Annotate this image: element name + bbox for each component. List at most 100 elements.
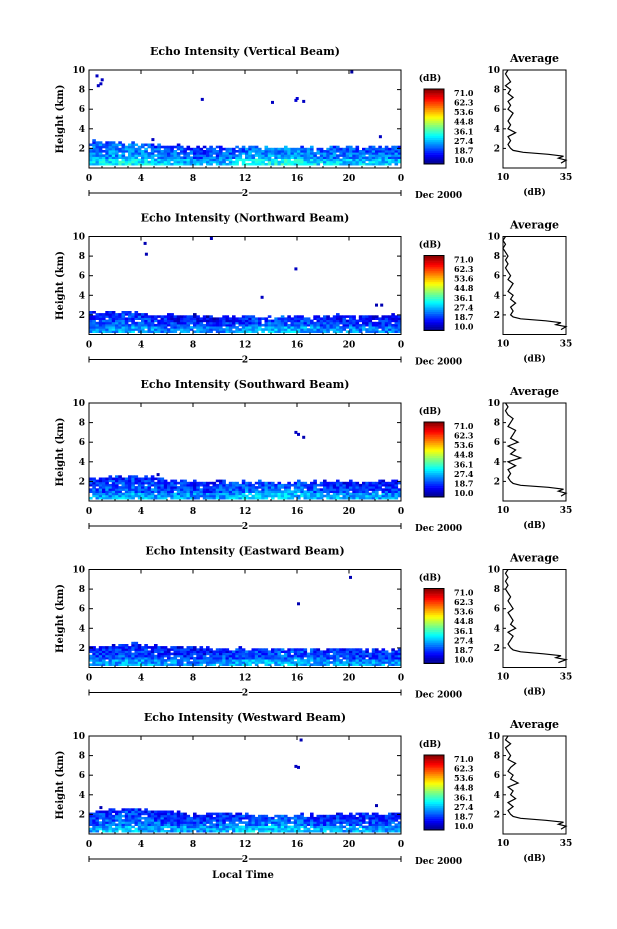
echo-cell bbox=[303, 330, 308, 333]
echo-cell bbox=[397, 663, 402, 666]
colorbar-frame bbox=[423, 588, 445, 664]
echo-cell bbox=[323, 829, 327, 833]
echo-cell bbox=[365, 829, 369, 833]
echo-cell bbox=[319, 816, 324, 820]
echo-cell bbox=[128, 330, 132, 333]
echo-cell bbox=[323, 315, 327, 318]
echo-cell bbox=[345, 650, 350, 653]
colorbar-label: 18.7 bbox=[454, 478, 473, 488]
echo-cell bbox=[128, 646, 132, 649]
echo-cell bbox=[332, 814, 337, 818]
echo-cell bbox=[212, 321, 217, 325]
echo-cell bbox=[397, 648, 402, 651]
echo-cell bbox=[98, 150, 103, 153]
echo-cell bbox=[212, 659, 217, 662]
echo-cell bbox=[196, 483, 200, 487]
echo-cell bbox=[176, 326, 181, 329]
echo-cell bbox=[95, 141, 100, 144]
echo-cell bbox=[365, 663, 369, 666]
echo-cell bbox=[316, 661, 321, 664]
echo-cell bbox=[115, 652, 119, 656]
echo-cell bbox=[176, 147, 181, 151]
echo-cell bbox=[150, 154, 155, 157]
colorbar-swatch bbox=[424, 599, 444, 602]
echo-cell bbox=[186, 652, 191, 656]
y-tick-label: 6 bbox=[79, 105, 85, 115]
echo-cell bbox=[267, 321, 272, 325]
echo-cell bbox=[245, 654, 249, 658]
echo-cell bbox=[225, 150, 230, 153]
echo-cell bbox=[297, 652, 301, 656]
echo-cell bbox=[212, 483, 217, 487]
echo-cell bbox=[287, 319, 291, 323]
echo-cell bbox=[167, 654, 171, 658]
colorbar-swatch bbox=[424, 811, 444, 814]
echo-cell bbox=[355, 160, 360, 164]
echo-cell bbox=[89, 814, 93, 818]
echo-cell bbox=[235, 819, 239, 822]
echo-cell bbox=[313, 652, 317, 656]
echo-cell bbox=[384, 162, 389, 166]
echo-cell bbox=[128, 477, 132, 481]
echo-cell bbox=[388, 659, 392, 662]
echo-cell bbox=[362, 488, 366, 491]
echo-cell bbox=[209, 816, 213, 820]
echo-cell bbox=[384, 483, 389, 487]
echo-cell bbox=[332, 825, 337, 829]
echo-cell bbox=[238, 490, 243, 493]
colorbar-swatch bbox=[424, 435, 444, 438]
echo-cell bbox=[303, 816, 308, 820]
echo-cell bbox=[219, 317, 223, 320]
echo-cell bbox=[345, 162, 350, 166]
echo-cell bbox=[274, 147, 278, 151]
echo-cell bbox=[92, 330, 96, 333]
echo-cell bbox=[355, 827, 360, 831]
echo-cell bbox=[202, 145, 207, 149]
echo-cell bbox=[111, 317, 116, 320]
colorbar-swatch bbox=[424, 777, 444, 780]
echo-cell bbox=[349, 328, 353, 331]
echo-cell bbox=[339, 496, 343, 500]
echo-cell bbox=[368, 319, 373, 323]
echo-cell bbox=[388, 156, 392, 159]
echo-cell bbox=[98, 825, 103, 829]
echo-cell bbox=[284, 494, 288, 498]
panel-5: Echo Intensity (Westward Beam)246810Heig… bbox=[55, 711, 572, 881]
echo-cell bbox=[241, 483, 246, 487]
echo-cell bbox=[241, 328, 246, 331]
echo-cell bbox=[293, 486, 298, 489]
colorbar-swatch bbox=[424, 328, 444, 331]
echo-cell bbox=[98, 827, 103, 831]
echo-cell bbox=[375, 661, 379, 664]
echo-cell bbox=[176, 162, 181, 166]
echo-cell bbox=[316, 650, 321, 653]
echo-cell bbox=[371, 661, 376, 664]
echo-cell bbox=[196, 326, 200, 329]
echo-cell bbox=[326, 147, 330, 151]
echo-cell bbox=[222, 160, 226, 164]
echo-cell bbox=[336, 150, 340, 153]
echo-cell bbox=[215, 819, 220, 822]
echo-cell bbox=[128, 650, 132, 653]
echo-cell bbox=[108, 160, 113, 164]
echo-cell bbox=[238, 652, 243, 656]
echo-cell bbox=[141, 317, 145, 320]
echo-cell bbox=[251, 315, 256, 318]
echo-cell bbox=[323, 825, 327, 829]
echo-cell bbox=[167, 328, 171, 331]
echo-cell bbox=[228, 162, 233, 166]
echo-cell bbox=[173, 659, 178, 662]
echo-cell bbox=[261, 829, 265, 833]
echo-cell bbox=[306, 496, 311, 500]
echo-cell bbox=[397, 321, 402, 325]
echo-cell bbox=[235, 650, 239, 653]
echo-cell bbox=[306, 319, 311, 323]
echo-cell bbox=[147, 814, 152, 818]
echo-cell bbox=[147, 162, 152, 166]
echo-cell bbox=[111, 819, 116, 822]
echo-cell bbox=[215, 814, 220, 818]
echo-cell bbox=[89, 156, 93, 159]
echo-cell bbox=[352, 481, 356, 485]
echo-cell bbox=[290, 147, 295, 151]
echo-cell bbox=[384, 160, 389, 164]
